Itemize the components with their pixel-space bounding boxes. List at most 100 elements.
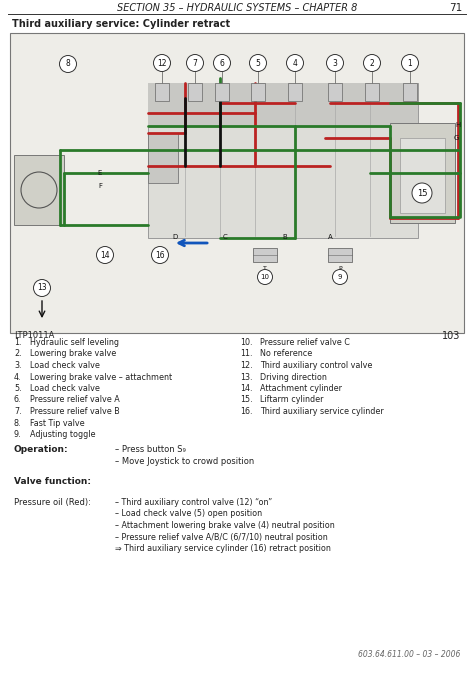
Text: Attachment cylinder: Attachment cylinder xyxy=(260,384,342,393)
Text: Driving direction: Driving direction xyxy=(260,372,327,382)
Circle shape xyxy=(213,55,230,71)
Bar xyxy=(253,248,277,262)
Text: Lowering brake valve: Lowering brake valve xyxy=(30,349,116,359)
Text: 12: 12 xyxy=(157,59,167,67)
Text: 10.: 10. xyxy=(240,338,253,347)
Text: H: H xyxy=(456,122,461,128)
Text: 4: 4 xyxy=(292,59,298,67)
Text: 7: 7 xyxy=(192,59,198,67)
Bar xyxy=(188,83,202,101)
Text: – Load check valve (5) open position: – Load check valve (5) open position xyxy=(115,509,262,518)
Text: 9: 9 xyxy=(338,274,342,280)
Text: Lowering brake valve – attachment: Lowering brake valve – attachment xyxy=(30,372,172,382)
Text: 71: 71 xyxy=(449,3,462,13)
Circle shape xyxy=(327,55,344,71)
Text: E: E xyxy=(98,170,102,176)
Bar xyxy=(403,83,417,101)
Bar xyxy=(288,83,302,101)
Text: 14: 14 xyxy=(100,250,110,260)
Text: Load check valve: Load check valve xyxy=(30,361,100,370)
Text: 15.: 15. xyxy=(240,396,253,404)
Text: Third auxiliary control valve: Third auxiliary control valve xyxy=(260,361,373,370)
Text: – Third auxiliary control valve (12) “on”: – Third auxiliary control valve (12) “on… xyxy=(115,498,272,507)
Bar xyxy=(251,83,265,101)
Text: Pressure relief valve B: Pressure relief valve B xyxy=(30,407,120,416)
Text: 10: 10 xyxy=(261,274,270,280)
Circle shape xyxy=(332,269,347,285)
Text: 11.: 11. xyxy=(240,349,253,359)
Bar xyxy=(400,138,445,213)
Text: 8.: 8. xyxy=(14,419,21,427)
Circle shape xyxy=(186,55,203,71)
Text: 9.: 9. xyxy=(14,430,22,439)
Bar xyxy=(390,123,455,223)
Text: – Move Joystick to crowd position: – Move Joystick to crowd position xyxy=(115,457,254,466)
Text: Valve function:: Valve function: xyxy=(14,477,91,486)
Text: 1.: 1. xyxy=(14,338,21,347)
Text: Pressure oil (Red):: Pressure oil (Red): xyxy=(14,498,91,507)
Bar xyxy=(328,248,352,262)
Circle shape xyxy=(364,55,381,71)
Text: Third auxiliary service: Cylinder retract: Third auxiliary service: Cylinder retrac… xyxy=(12,19,230,29)
Text: T: T xyxy=(263,266,267,271)
Text: Fast Tip valve: Fast Tip valve xyxy=(30,419,85,427)
Bar xyxy=(215,83,229,101)
Text: 2: 2 xyxy=(370,59,374,67)
Text: 16.: 16. xyxy=(240,407,253,416)
Text: Operation:: Operation: xyxy=(14,445,69,454)
Text: G: G xyxy=(453,135,459,141)
Text: 3.: 3. xyxy=(14,361,21,370)
Circle shape xyxy=(412,183,432,203)
Text: Liftarm cylinder: Liftarm cylinder xyxy=(260,396,323,404)
Text: Load check valve: Load check valve xyxy=(30,384,100,393)
Text: – Attachment lowering brake valve (4) neutral position: – Attachment lowering brake valve (4) ne… xyxy=(115,521,335,530)
Text: 3: 3 xyxy=(333,59,337,67)
Bar xyxy=(14,155,64,225)
Bar xyxy=(148,83,418,238)
Circle shape xyxy=(154,55,171,71)
Text: 103: 103 xyxy=(442,331,460,341)
Text: 1: 1 xyxy=(408,59,412,67)
Circle shape xyxy=(257,269,273,285)
Text: 8: 8 xyxy=(65,59,70,69)
Circle shape xyxy=(60,55,76,73)
Circle shape xyxy=(34,279,51,297)
Text: P: P xyxy=(338,266,342,271)
Text: 603.64.611.00 – 03 – 2006: 603.64.611.00 – 03 – 2006 xyxy=(357,650,460,659)
Text: 5: 5 xyxy=(255,59,260,67)
Text: Adjusting toggle: Adjusting toggle xyxy=(30,430,95,439)
Text: 14.: 14. xyxy=(240,384,253,393)
Text: 13: 13 xyxy=(37,283,47,293)
Text: – Pressure relief valve A/B/C (6/7/10) neutral position: – Pressure relief valve A/B/C (6/7/10) n… xyxy=(115,532,328,542)
Circle shape xyxy=(152,246,168,264)
Text: 2.: 2. xyxy=(14,349,22,359)
Text: 15: 15 xyxy=(417,188,427,197)
Text: 6.: 6. xyxy=(14,396,21,404)
Bar xyxy=(328,83,342,101)
Text: 6: 6 xyxy=(219,59,224,67)
Bar xyxy=(10,33,464,333)
Circle shape xyxy=(401,55,419,71)
Text: C: C xyxy=(223,234,228,240)
Text: – Press button S₉: – Press button S₉ xyxy=(115,445,186,454)
Text: D: D xyxy=(173,234,178,240)
Text: Third auxiliary service cylinder: Third auxiliary service cylinder xyxy=(260,407,384,416)
Text: 4.: 4. xyxy=(14,372,21,382)
Text: F: F xyxy=(98,183,102,189)
Circle shape xyxy=(249,55,266,71)
Text: Hydraulic self leveling: Hydraulic self leveling xyxy=(30,338,119,347)
Text: LTP1011A: LTP1011A xyxy=(14,331,55,340)
Circle shape xyxy=(97,246,113,264)
Text: 16: 16 xyxy=(155,250,165,260)
Text: 7.: 7. xyxy=(14,407,22,416)
Text: A: A xyxy=(328,234,332,240)
Text: Pressure relief valve A: Pressure relief valve A xyxy=(30,396,120,404)
Text: Pressure relief valve C: Pressure relief valve C xyxy=(260,338,350,347)
Bar xyxy=(148,133,178,183)
Text: 13.: 13. xyxy=(240,372,253,382)
Text: No reference: No reference xyxy=(260,349,312,359)
Text: 5.: 5. xyxy=(14,384,22,393)
Text: SECTION 35 – HYDRAULIC SYSTEMS – CHAPTER 8: SECTION 35 – HYDRAULIC SYSTEMS – CHAPTER… xyxy=(117,3,357,13)
Bar xyxy=(155,83,169,101)
Text: B: B xyxy=(283,234,287,240)
